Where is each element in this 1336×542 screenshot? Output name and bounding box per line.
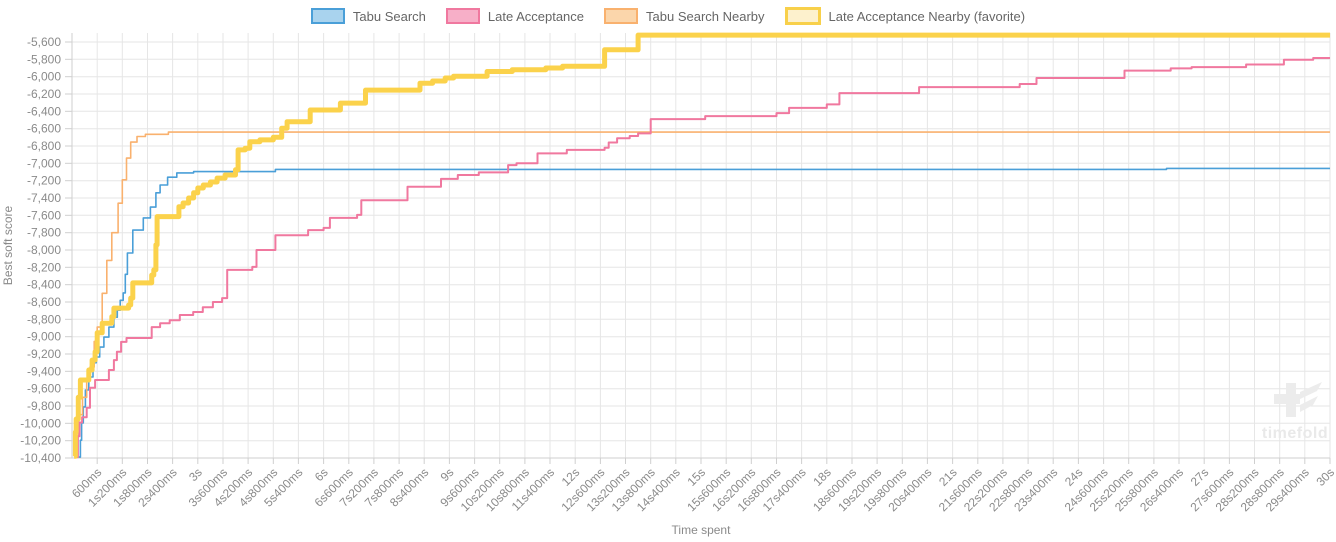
- legend-item-tabu-search[interactable]: Tabu Search: [310, 8, 426, 24]
- legend-item-label: Tabu Search: [352, 8, 426, 24]
- legend-swatch-icon: [310, 8, 345, 24]
- series-line-tabu-search[interactable]: [78, 167, 1330, 458]
- y-tick-label: -8,000: [27, 243, 61, 257]
- y-tick-label: -9,200: [27, 347, 61, 361]
- y-tick-label: -8,600: [27, 295, 61, 309]
- legend-item-label: Tabu Search Nearby: [646, 8, 765, 24]
- y-tick-label: -6,600: [27, 122, 61, 136]
- chart-legend: Tabu Search Late Acceptance Tabu Search …: [0, 7, 1336, 25]
- series-line-tabu-search-nearby[interactable]: [74, 131, 1330, 458]
- x-tick-label: 9s: [438, 465, 457, 484]
- y-axis-title: Best soft score: [1, 205, 15, 285]
- y-tick-label: -6,400: [27, 104, 61, 118]
- y-tick-label: -6,200: [27, 87, 61, 101]
- y-tick-label: -9,400: [27, 364, 61, 378]
- y-tick-label: -7,800: [27, 226, 61, 240]
- series-line-late-acceptance[interactable]: [76, 57, 1330, 459]
- y-tick-label: -6,000: [27, 70, 61, 84]
- y-tick-label: -8,200: [27, 260, 61, 274]
- legend-swatch-icon: [445, 8, 480, 24]
- legend-item-label: Late Acceptance: [487, 8, 585, 24]
- y-tick-label: -9,600: [27, 382, 61, 396]
- y-tick-label: -8,400: [27, 278, 61, 292]
- y-tick-label: -7,400: [27, 191, 61, 205]
- y-tick-label: -7,200: [27, 174, 61, 188]
- legend-swatch-icon: [604, 8, 639, 24]
- x-tick-label: 3s: [186, 465, 205, 484]
- legend-item-late-acceptance[interactable]: Late Acceptance: [445, 8, 585, 24]
- x-tick-label: 30s: [1314, 465, 1336, 489]
- y-tick-label: -10,000: [20, 416, 61, 430]
- y-tick-label: -8,800: [27, 312, 61, 326]
- y-tick-label: -7,600: [27, 208, 61, 222]
- y-tick-label: -9,000: [27, 330, 61, 344]
- y-tick-label: -5,800: [27, 52, 61, 66]
- y-tick-label: -5,600: [27, 35, 61, 49]
- y-tick-label: -10,200: [20, 434, 61, 448]
- y-tick-label: -7,000: [27, 156, 61, 170]
- y-tick-label: -9,800: [27, 399, 61, 413]
- legend-swatch-icon: [784, 7, 821, 25]
- legend-item-label: Late Acceptance Nearby (favorite): [828, 8, 1026, 24]
- series-line-late-acceptance-nearby-favorite[interactable]: [72, 32, 1330, 459]
- legend-item-late-acceptance-nearby[interactable]: Late Acceptance Nearby (favorite): [784, 7, 1026, 25]
- y-tick-label: -10,400: [20, 451, 61, 465]
- x-tick-label: 6s: [312, 465, 331, 484]
- x-axis-title: Time spent: [672, 523, 732, 537]
- legend-item-tabu-search-nearby[interactable]: Tabu Search Nearby: [604, 8, 765, 24]
- y-tick-label: -6,800: [27, 139, 61, 153]
